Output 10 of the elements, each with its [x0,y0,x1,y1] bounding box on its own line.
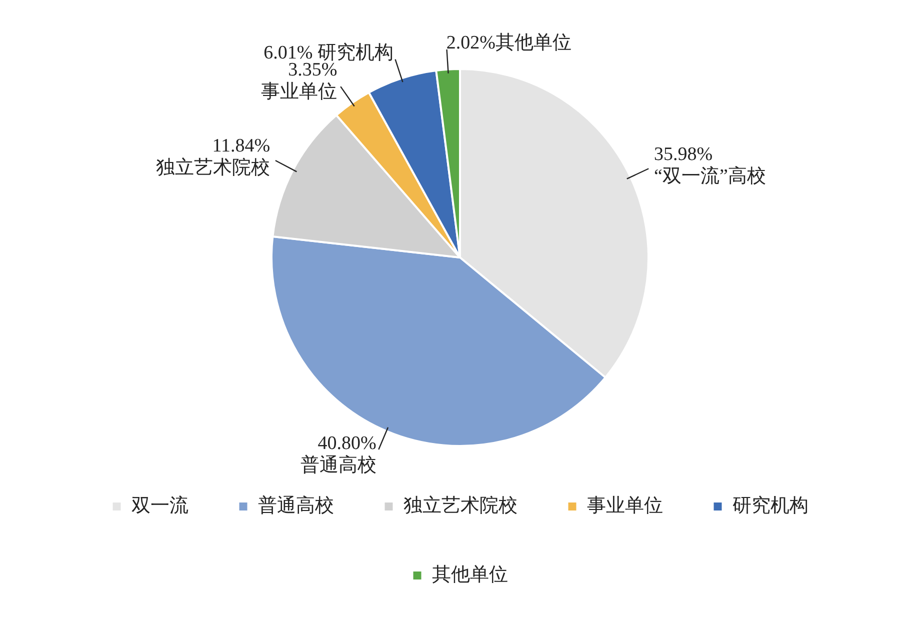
data-label: 40.80% 普通高校 [300,432,376,476]
legend-label: 普通高校 [258,494,334,516]
data-label: 11.84% 独立艺术院校 [156,136,270,179]
data-label: 2.02%其他单位 [446,32,572,54]
legend-label: 研究机构 [732,494,808,516]
data-label: 35.98% “双一流”高校 [654,144,766,188]
legend-label: 独立艺术院校 [403,494,518,516]
legend-label: 其他单位 [432,564,508,586]
legend-label: 事业单位 [586,495,663,516]
legend-label: 双一流 [131,494,188,516]
